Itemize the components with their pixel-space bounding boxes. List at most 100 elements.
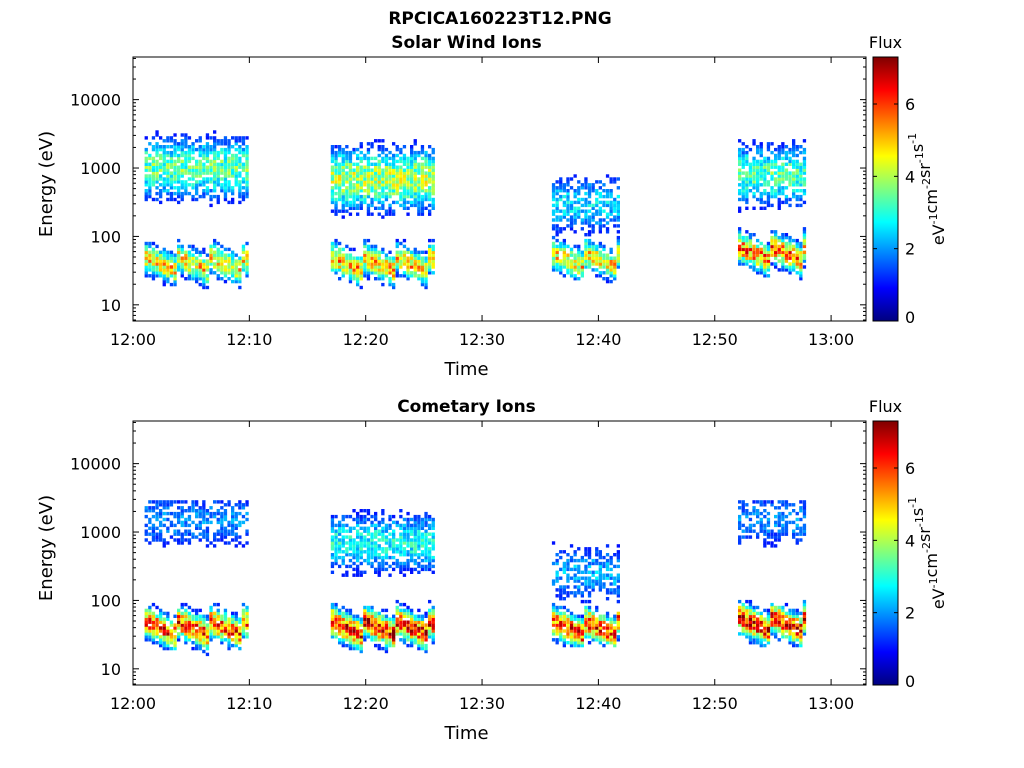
heatmap-cell	[763, 532, 767, 536]
heatmap-cell	[759, 256, 763, 260]
heatmap-cell	[559, 617, 563, 621]
heatmap-cell	[241, 620, 246, 624]
heatmap-cell	[341, 626, 345, 630]
heatmap-cell	[598, 620, 602, 624]
heatmap-cell	[792, 150, 796, 155]
heatmap-cell	[795, 523, 799, 528]
heatmap-cell	[598, 194, 602, 199]
heatmap-cell	[792, 165, 796, 169]
heatmap-cell	[195, 503, 199, 507]
heatmap-cell	[363, 165, 367, 169]
heatmap-cell	[234, 614, 238, 618]
heatmap-cell	[202, 153, 206, 158]
heatmap-cell	[428, 253, 432, 257]
heatmap-cell	[395, 171, 399, 175]
heatmap-cell	[577, 244, 581, 249]
x-tick-label: 13:00	[808, 330, 854, 349]
heatmap-cell	[166, 503, 170, 507]
heatmap-cell	[605, 174, 610, 178]
heatmap-cell	[173, 282, 177, 287]
heatmap-cell	[420, 150, 425, 155]
heatmap-cell	[399, 541, 403, 545]
heatmap-cell	[209, 136, 213, 140]
heatmap-cell	[802, 238, 807, 243]
heatmap-cell	[741, 250, 745, 254]
heatmap-cell	[584, 553, 588, 557]
heatmap-cell	[569, 253, 574, 257]
heatmap-cell	[238, 162, 242, 166]
heatmap-cell	[198, 620, 202, 624]
heatmap-cell	[209, 635, 213, 639]
heatmap-cell	[352, 247, 356, 252]
heatmap-cell	[169, 165, 174, 169]
heatmap-cell	[213, 171, 217, 175]
heatmap-cell	[551, 253, 556, 257]
heatmap-cell	[213, 623, 217, 627]
heatmap-cell	[748, 614, 753, 618]
heatmap-cell	[359, 517, 363, 522]
heatmap-cell	[745, 235, 749, 240]
heatmap-cell	[366, 159, 371, 164]
heatmap-cell	[410, 194, 414, 199]
heatmap-cell	[388, 514, 392, 519]
heatmap-cell	[431, 538, 435, 542]
heatmap-cell	[356, 277, 360, 281]
heatmap-cell	[384, 638, 389, 642]
heatmap-cell	[745, 250, 749, 254]
heatmap-cell	[759, 253, 763, 257]
heatmap-cell	[195, 162, 199, 166]
heatmap-cell	[562, 215, 566, 219]
heatmap-cell	[223, 247, 228, 252]
heatmap-cell	[370, 156, 374, 161]
heatmap-cell	[341, 541, 345, 545]
heatmap-cell	[406, 611, 410, 616]
heatmap-cell	[580, 271, 584, 275]
heatmap-cell	[584, 238, 588, 243]
heatmap-cell	[234, 620, 238, 624]
heatmap-cell	[784, 256, 789, 260]
heatmap-cell	[202, 168, 206, 172]
heatmap-cell	[345, 174, 349, 178]
heatmap-cell	[605, 638, 610, 642]
heatmap-cell	[562, 617, 566, 621]
heatmap-cell	[616, 265, 620, 269]
heatmap-cell	[410, 555, 414, 560]
heatmap-cell	[381, 250, 385, 254]
heatmap-cell	[234, 511, 238, 516]
heatmap-cell	[169, 620, 174, 624]
heatmap-cell	[341, 153, 345, 158]
heatmap-cell	[184, 159, 188, 164]
heatmap-cell	[359, 206, 363, 210]
heatmap-cell	[392, 623, 396, 627]
heatmap-cell	[155, 617, 159, 621]
heatmap-cell	[410, 147, 414, 152]
heatmap-cell	[223, 535, 228, 539]
heatmap-cell	[245, 617, 249, 621]
heatmap-cell	[238, 632, 242, 636]
heatmap-cell	[792, 620, 796, 624]
heatmap-cell	[784, 514, 789, 519]
heatmap-cell	[209, 253, 213, 257]
heatmap-cell	[428, 156, 432, 161]
heatmap-cell	[569, 265, 574, 269]
heatmap-cell	[202, 265, 206, 269]
heatmap-cell	[402, 567, 407, 572]
heatmap-cell	[359, 520, 363, 525]
heatmap-cell	[245, 532, 249, 536]
heatmap-cell	[420, 646, 425, 651]
heatmap-cell	[559, 215, 563, 219]
heatmap-cell	[573, 259, 577, 263]
heatmap-cell	[591, 215, 595, 219]
heatmap-cell	[784, 614, 789, 618]
heatmap-cell	[573, 268, 577, 272]
heatmap-cell	[395, 147, 399, 152]
heatmap-cell	[784, 529, 789, 533]
heatmap-cell	[774, 183, 778, 187]
heatmap-cell	[177, 532, 181, 536]
y-tick-label: 1000	[80, 523, 121, 542]
heatmap-cell	[792, 614, 796, 618]
heatmap-cell	[366, 277, 371, 281]
heatmap-cell	[399, 608, 403, 613]
heatmap-cell	[223, 614, 228, 618]
heatmap-cell	[198, 194, 202, 199]
